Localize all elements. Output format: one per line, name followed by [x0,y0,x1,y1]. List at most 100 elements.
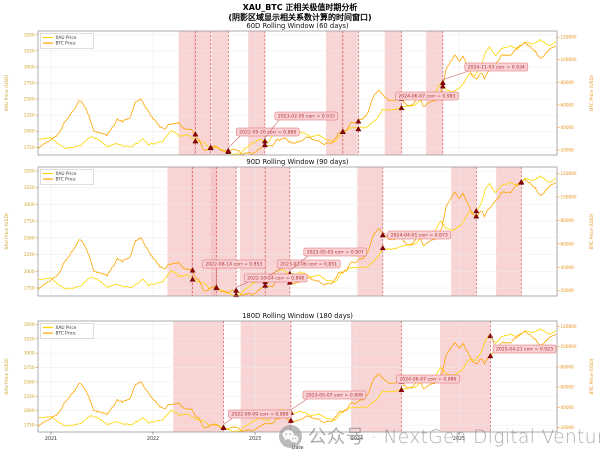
extreme-annotation [302,390,367,400]
extreme-marker [439,83,446,89]
extreme-marker [473,213,480,219]
extreme-annotation [243,273,308,283]
left-tick-label: 2500 [24,235,35,240]
btc-line [38,42,557,155]
subplot-title-90d: 90D Rolling Window (90 days) [246,158,349,166]
legend-label: BTC Price [56,177,77,183]
left-tick-label: 2000 [24,129,35,134]
right-tick-label: 20000 [561,425,575,430]
extreme-marker [233,287,240,293]
annotation-connector [289,255,309,272]
correlation-window-band [384,31,402,155]
subplot-180d: 2022-09-09 corr = 0.888 2023-05-07 corr =… [4,320,595,433]
correlation-window-band [211,167,237,296]
extreme-marker [189,267,196,273]
extreme-marker [398,104,405,111]
left-tick-label: 3250 [24,185,35,190]
extreme-annotation [276,259,341,269]
extreme-annotation-label: 2022-08-14 corr = 0.853 [205,262,262,268]
correlation-window-band [173,321,224,432]
extreme-annotation-label: 2023-02-06 corr = 0.851 [280,262,337,268]
legend-box [40,323,94,339]
left-axis-label: XAU Price (USD) [4,75,10,112]
subplot-title-60d: 60D Rolling Window (60 days) [246,21,349,30]
x-tick-label: 2023 [249,436,261,442]
left-tick-label: 2750 [24,219,35,224]
left-tick-label: 2250 [24,252,35,257]
left-tick-label: 3500 [24,322,35,327]
right-tick-label: 20000 [561,147,575,152]
right-tick-label: 120000 [561,324,577,329]
right-tick-label: 80000 [561,80,575,85]
extreme-marker [379,244,386,251]
extreme-annotation [236,127,300,137]
right-tick-label: 60000 [561,102,575,107]
extreme-annotation-label: 2024-06-07 corr = 0.983 [398,94,455,100]
extreme-marker [355,118,362,124]
extreme-annotation [387,230,451,240]
left-tick-label: 3000 [24,64,35,69]
legend-label: XAU Price [56,171,77,177]
right-axis-label: BTC Price (USD) [589,213,595,249]
axes-spine [37,30,558,156]
right-tick-label: 60000 [561,241,575,246]
left-tick-label: 3250 [24,48,35,53]
extreme-annotation [303,247,368,257]
extreme-marker [398,386,405,393]
extreme-annotation-label: 2023-05-03 corr = 0.907 [307,250,364,256]
x-tick-label: 2021 [45,436,57,442]
extreme-marker [518,179,525,185]
extreme-marker [487,352,494,359]
right-tick-label: 120000 [561,171,577,176]
extreme-marker [473,207,480,214]
correlation-window-band [341,31,359,155]
extreme-annotation [464,62,529,72]
subplot-90d: 2022-08-14 corr = 0.853 2022-10-24 corr =… [4,166,595,298]
correlation-window-band [326,31,343,155]
extreme-annotation [396,374,460,384]
extreme-annotation [274,111,339,121]
extreme-annotation-label: 2022-10-24 corr = 0.898 [247,276,304,282]
left-tick-label: 3250 [24,336,35,341]
legend-label: XAU Price [56,325,77,331]
left-tick-label: 2250 [24,394,35,399]
right-tick-label: 60000 [561,385,575,390]
left-tick-label: 2750 [24,365,35,370]
extreme-marker [262,282,269,288]
annotation-connector [264,119,280,139]
correlation-window-band [167,167,193,296]
extreme-annotation-label: 2024-11-03 corr = 0.934 [468,65,525,71]
extreme-marker [213,284,220,291]
left-tick-label: 3500 [24,169,35,174]
extreme-annotation-label: 2022-09-09 corr = 0.888 [231,412,288,418]
subplot-title-180d: 180D Rolling Window (180 days) [242,312,353,320]
left-tick-label: 3000 [24,202,35,207]
right-tick-label: 80000 [561,218,575,223]
right-axis-label: BTC Price (USD) [589,75,595,111]
extreme-marker [225,147,232,153]
x-tick-label: 2025 [453,436,465,442]
annotation-connector [228,135,241,148]
left-axis-label: XAU Price (USD) [4,213,10,250]
left-tick-label: 1750 [24,145,35,150]
right-tick-label: 100000 [561,57,577,62]
xau-line [38,175,557,296]
extreme-annotation [395,91,459,101]
btc-line [38,331,557,432]
right-tick-label: 20000 [561,288,575,293]
legend-box [40,33,94,49]
left-tick-label: 2000 [24,408,35,413]
right-tick-label: 40000 [561,265,575,270]
extreme-annotation-label: 2024-04-01 corr = 0.873 [391,233,448,239]
left-tick-label: 2750 [24,81,35,86]
annotation-connector [265,267,282,279]
correlation-window-band [211,31,229,155]
extreme-marker [355,126,362,132]
chart-title: XAU_BTC 正相关极值时期分析 [242,3,358,12]
x-tick-label: 2022 [147,436,159,442]
xau-line [38,39,557,155]
